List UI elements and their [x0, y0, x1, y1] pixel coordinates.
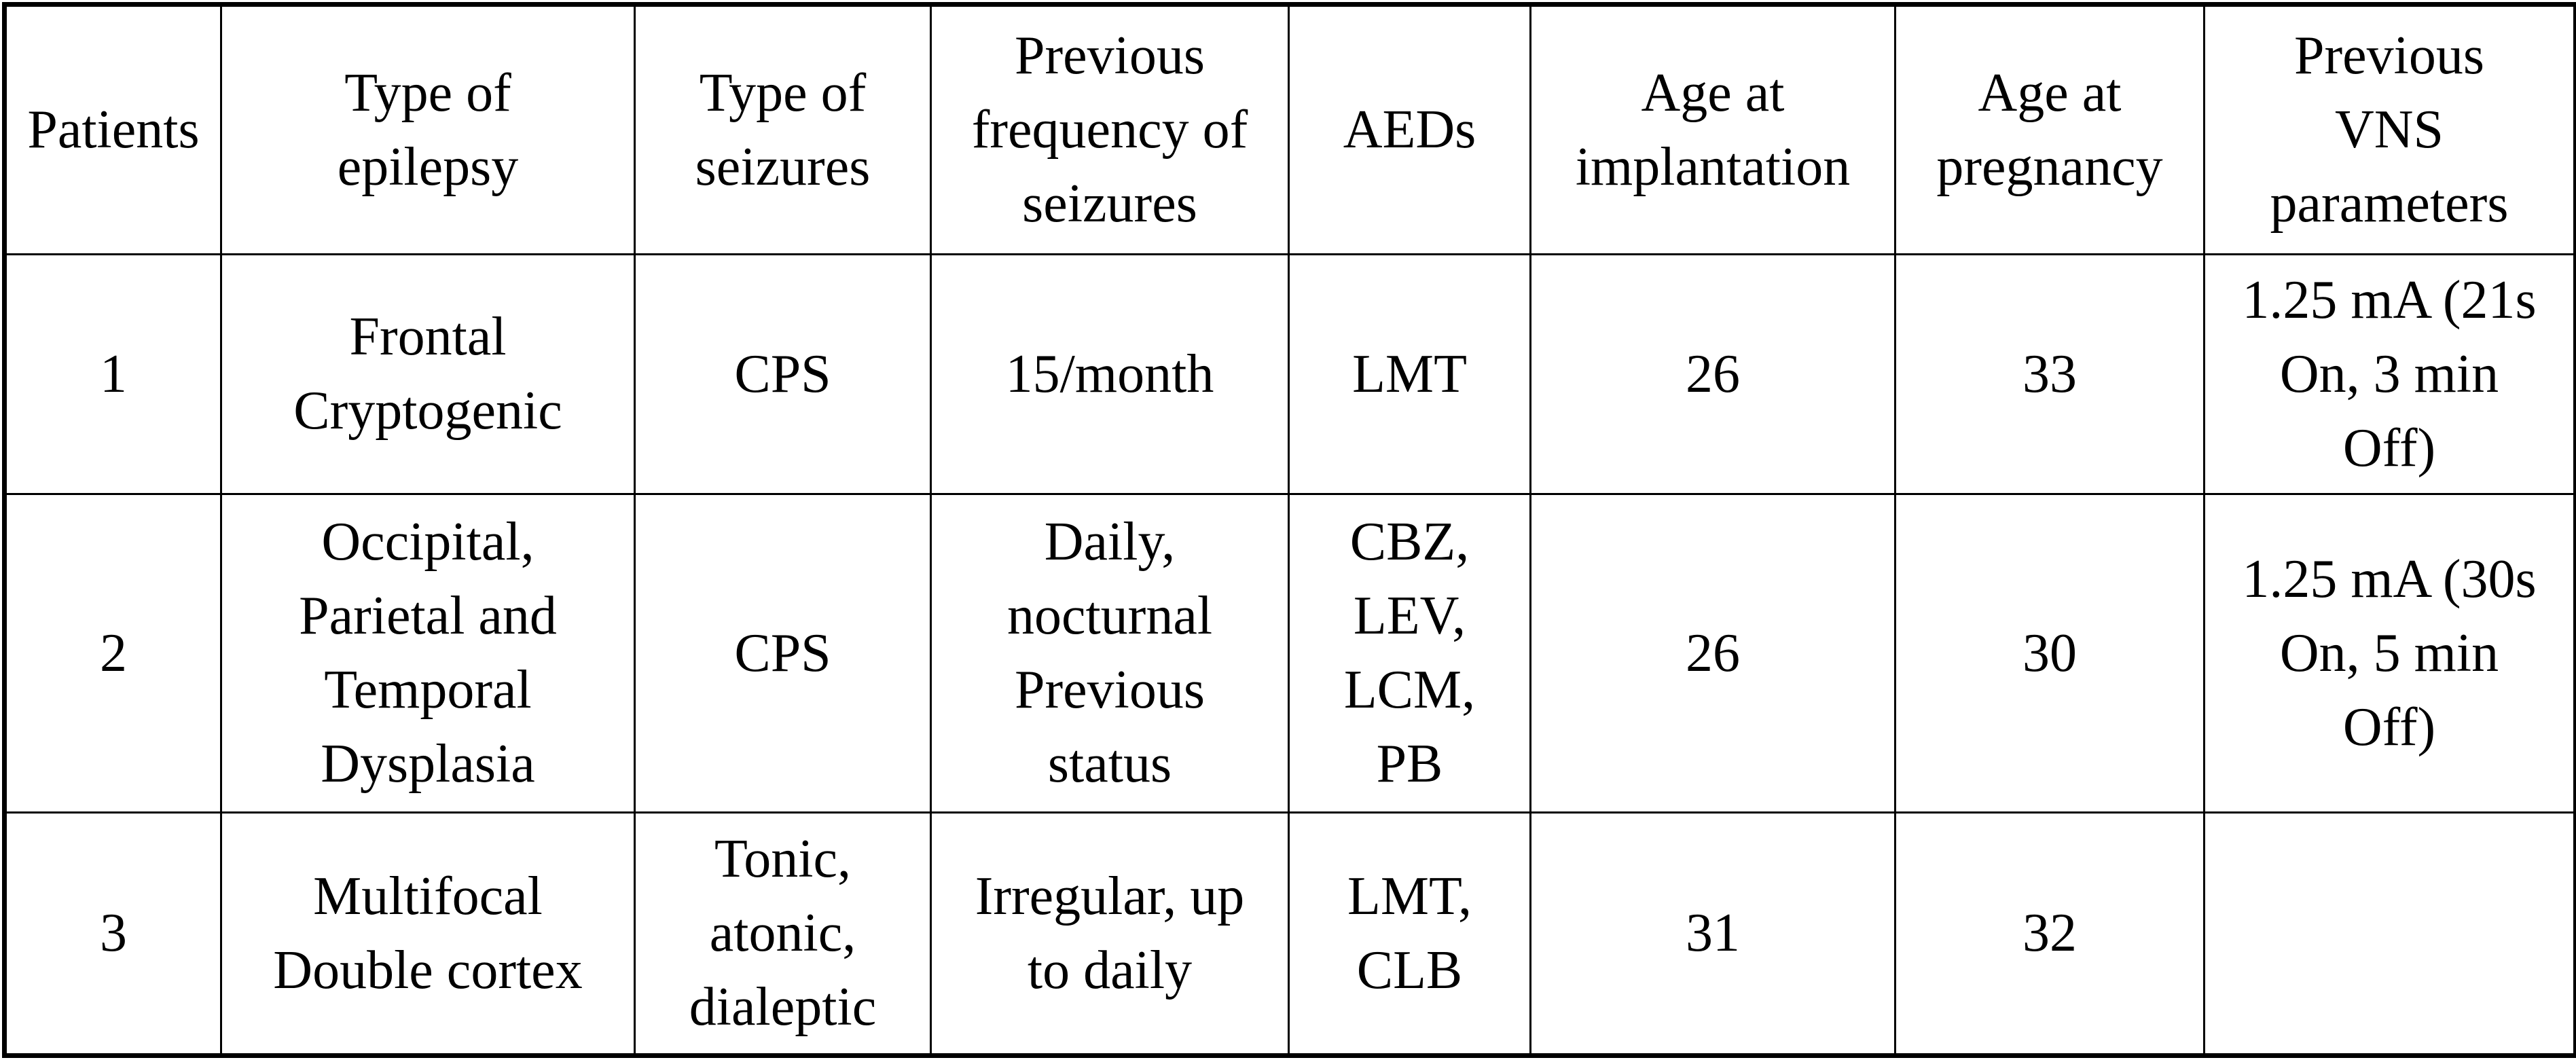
- table-cell: LMT: [1288, 253, 1531, 495]
- table-cell: Daily, nocturnal Previous status: [930, 493, 1290, 814]
- table-cell: CPS: [634, 493, 932, 814]
- table-header: Patients Type of epilepsy Type of seizures…: [3, 3, 2576, 255]
- header-cell: Patients: [3, 3, 222, 255]
- table-cell: CBZ, LEV, LCM, PB: [1288, 493, 1531, 814]
- table-cell: 26: [1529, 493, 1896, 814]
- table-cell: 1.25 mA (21s On, 3 min Off): [2203, 253, 2576, 495]
- header-cell: Previous frequency of seizures: [930, 3, 1290, 255]
- header-cell: Type of seizures: [634, 3, 932, 255]
- table-cell: LMT, CLB: [1288, 811, 1531, 1057]
- header-row: Patients Type of epilepsy Type of seizures…: [3, 3, 2576, 255]
- table-cell: 33: [1894, 253, 2205, 495]
- header-cell: AEDs: [1288, 3, 1531, 255]
- table-cell: 30: [1894, 493, 2205, 814]
- table-cell: 26: [1529, 253, 1896, 495]
- table-row: 2 Occipital, Parietal and Temporal Dyspla…: [3, 493, 2576, 814]
- table-cell: 32: [1894, 811, 2205, 1057]
- table-cell: [2203, 811, 2576, 1057]
- header-cell: Previous VNS parameters: [2203, 3, 2576, 255]
- table-cell: 31: [1529, 811, 1896, 1057]
- table-cell: 15/month: [930, 253, 1290, 495]
- table-cell: 1: [3, 253, 222, 495]
- table-cell: CPS: [634, 253, 932, 495]
- table-cell: 3: [3, 811, 222, 1057]
- header-cell: Age at pregnancy: [1894, 3, 2205, 255]
- table-cell: Multifocal Double cortex: [220, 811, 636, 1057]
- table-cell: Occipital, Parietal and Temporal Dysplas…: [220, 493, 636, 814]
- table-cell: 2: [3, 493, 222, 814]
- table-cell: Frontal Cryptogenic: [220, 253, 636, 495]
- header-cell: Type of epilepsy: [220, 3, 636, 255]
- table-cell: Irregular, up to daily: [930, 811, 1290, 1057]
- table-body: 1 Frontal Cryptogenic CPS 15/month LMT 26 33 1.…: [3, 253, 2576, 1057]
- table-row: 3 Multifocal Double cortex Tonic, atonic, …: [3, 811, 2576, 1057]
- header-cell: Age at implantation: [1529, 3, 1896, 255]
- table-row: 1 Frontal Cryptogenic CPS 15/month LMT 26 33 1.…: [3, 253, 2576, 495]
- table-cell: Tonic, atonic, dialeptic: [634, 811, 932, 1057]
- table-cell: 1.25 mA (30s On, 5 min Off): [2203, 493, 2576, 814]
